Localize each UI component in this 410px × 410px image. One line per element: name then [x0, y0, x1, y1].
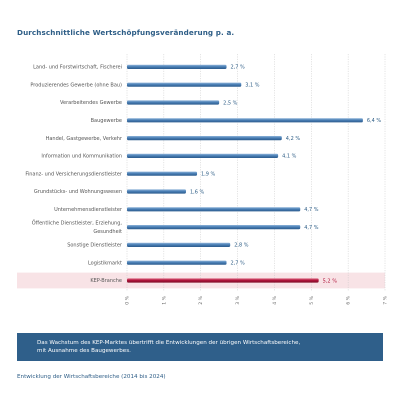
x-tick-label: 7 % [383, 295, 389, 304]
category-label: Unternehmensdienstleister [54, 207, 123, 213]
bar [127, 118, 363, 123]
category-label: KEP-Branche [90, 278, 122, 284]
summary-note-line-2: mit Ausnahme des Baugewerbes. [37, 348, 131, 354]
category-label: Produzierendes Gewerbe (ohne Bau) [30, 82, 122, 88]
category-label: Sonstige Dienstleister [67, 243, 123, 249]
category-label: Öffentliche Dienstleister, Erziehung, [32, 220, 123, 227]
value-label: 2,7 % [231, 261, 246, 267]
bar [127, 171, 198, 176]
category-label: Grundstücks- und Wohnungswesen [34, 189, 122, 195]
x-tick-label: 2 % [198, 295, 204, 304]
bar [127, 64, 227, 69]
value-label: 5,2 % [323, 278, 338, 284]
bar [127, 225, 301, 230]
bar [127, 82, 242, 87]
summary-note: Das Wachstum des KEP-Marktes übertrifft … [17, 333, 383, 361]
x-tick-label: 0 % [125, 295, 131, 304]
summary-note-line-1: Das Wachstum des KEP-Marktes übertrifft … [37, 340, 301, 346]
category-label: Finanz- und Versicherungsdienstleister [25, 171, 123, 177]
category-label: Information und Kommunikation [41, 154, 122, 160]
value-label: 2,5 % [223, 100, 238, 106]
value-label: 2,7 % [231, 65, 246, 71]
value-label: 1,9 % [201, 172, 216, 178]
bar [127, 260, 227, 265]
x-tick-label: 5 % [309, 295, 315, 304]
source-caption: Entwicklung der Wirtschaftsbereiche (201… [17, 374, 166, 380]
bar [127, 242, 231, 247]
value-label: 4,1 % [282, 154, 297, 160]
bar [127, 136, 282, 141]
x-tick-label: 3 % [235, 295, 241, 304]
bar [127, 207, 301, 212]
chart-title: Durchschnittliche Wertschöpfungsveränder… [17, 28, 235, 37]
value-label: 6,4 % [367, 118, 382, 124]
value-label: 1,6 % [190, 189, 205, 195]
category-label: Handel, Gastgewerbe, Verkehr [46, 136, 123, 142]
bar-kep-branche [127, 278, 319, 283]
category-label: Baugewerbe [91, 118, 122, 124]
x-tick-label: 4 % [272, 295, 278, 304]
x-tick-label: 6 % [346, 295, 352, 304]
value-label: 4,7 % [304, 225, 319, 231]
value-label: 2,8 % [234, 243, 249, 249]
bar [127, 153, 279, 158]
category-label: Verarbeitendes Gewerbe [60, 100, 122, 106]
x-tick-label: 1 % [161, 295, 167, 304]
bar [127, 100, 220, 105]
category-label: Gesundheit [93, 229, 122, 235]
value-label: 4,2 % [286, 136, 301, 142]
value-label: 3,1 % [245, 83, 260, 89]
bar-chart: Land- und Forstwirtschaft, Fischerei 2,7 … [17, 54, 389, 305]
category-label: Land- und Forstwirtschaft, Fischerei [33, 65, 122, 71]
category-label: Logistikmarkt [88, 260, 122, 266]
value-label: 4,7 % [304, 207, 319, 213]
bar [127, 189, 186, 194]
